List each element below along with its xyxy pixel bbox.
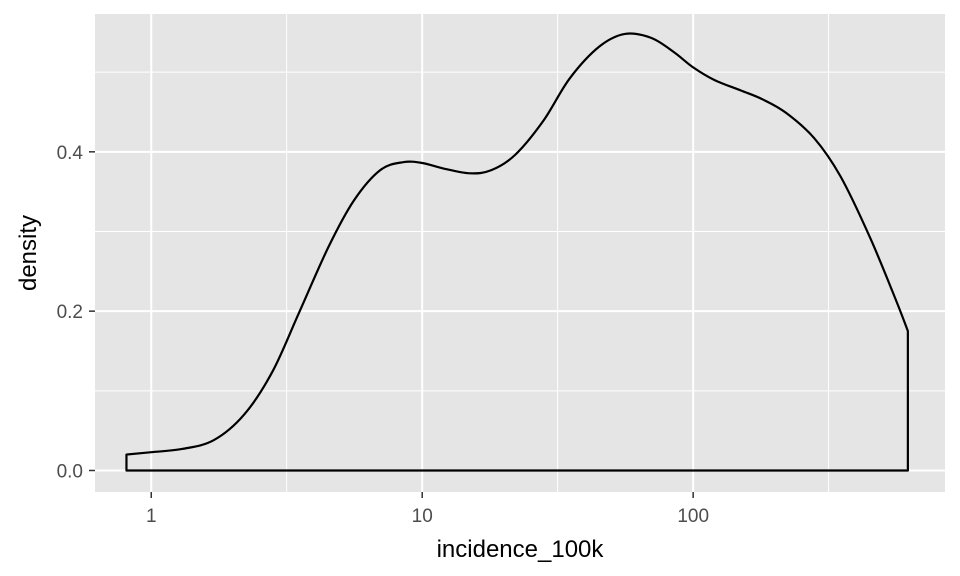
x-axis: 1 10 100: [146, 492, 709, 527]
x-tick-label: 100: [677, 506, 709, 527]
y-axis: 0.0 0.2 0.4: [57, 143, 95, 482]
density-curve: [125, 32, 909, 472]
x-tick-label: 1: [146, 506, 157, 527]
y-axis-title: density: [15, 215, 42, 291]
x-tick-label: 10: [412, 506, 433, 527]
x-axis-title: incidence_100k: [437, 536, 605, 563]
minor-gridlines: [95, 14, 945, 492]
plot-panel: [95, 14, 945, 492]
y-tick-label: 0.2: [57, 302, 83, 323]
y-tick-label: 0.4: [57, 143, 84, 164]
density-curve-group: [125, 32, 909, 472]
y-tick-label: 0.0: [57, 461, 83, 482]
